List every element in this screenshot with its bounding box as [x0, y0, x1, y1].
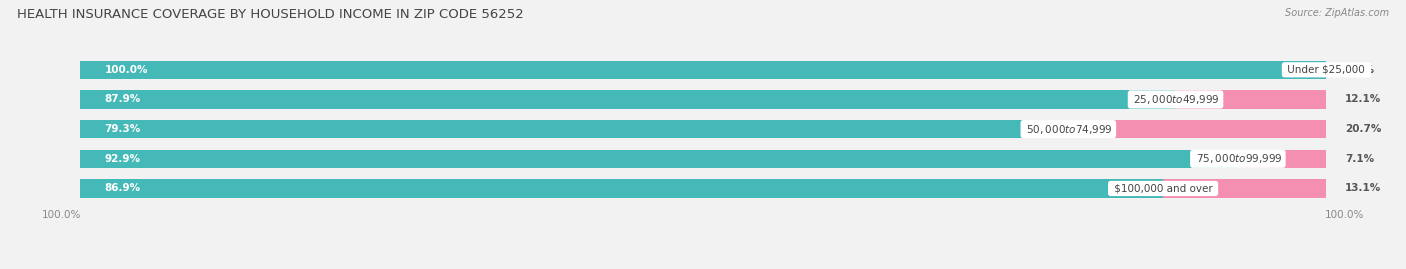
Text: 100.0%: 100.0%: [104, 65, 148, 75]
Bar: [80, 61, 1326, 79]
Text: 7.1%: 7.1%: [1346, 154, 1374, 164]
Bar: [80, 179, 1163, 198]
Bar: [80, 120, 1069, 138]
Text: $100,000 and over: $100,000 and over: [1111, 183, 1216, 193]
Text: 20.7%: 20.7%: [1346, 124, 1382, 134]
Bar: [80, 179, 1326, 198]
Bar: [80, 150, 1237, 168]
Text: 13.1%: 13.1%: [1346, 183, 1381, 193]
Text: 87.9%: 87.9%: [104, 94, 141, 104]
Text: 92.9%: 92.9%: [104, 154, 141, 164]
Text: HEALTH INSURANCE COVERAGE BY HOUSEHOLD INCOME IN ZIP CODE 56252: HEALTH INSURANCE COVERAGE BY HOUSEHOLD I…: [17, 8, 523, 21]
Bar: [1175, 90, 1326, 109]
Text: $25,000 to $49,999: $25,000 to $49,999: [1130, 93, 1220, 106]
Text: 100.0%: 100.0%: [42, 210, 82, 220]
Bar: [1237, 150, 1326, 168]
Bar: [1163, 179, 1326, 198]
Bar: [80, 120, 1326, 138]
Bar: [80, 90, 1326, 109]
Text: 86.9%: 86.9%: [104, 183, 141, 193]
Bar: [80, 61, 1326, 79]
Text: 0.0%: 0.0%: [1346, 65, 1374, 75]
Bar: [80, 90, 1175, 109]
Text: Source: ZipAtlas.com: Source: ZipAtlas.com: [1285, 8, 1389, 18]
Text: 79.3%: 79.3%: [104, 124, 141, 134]
Bar: [1069, 120, 1326, 138]
Text: 100.0%: 100.0%: [1324, 210, 1364, 220]
Text: $75,000 to $99,999: $75,000 to $99,999: [1192, 152, 1284, 165]
Text: 12.1%: 12.1%: [1346, 94, 1381, 104]
Bar: [80, 150, 1326, 168]
Text: Under $25,000: Under $25,000: [1285, 65, 1368, 75]
Text: $50,000 to $74,999: $50,000 to $74,999: [1024, 123, 1114, 136]
